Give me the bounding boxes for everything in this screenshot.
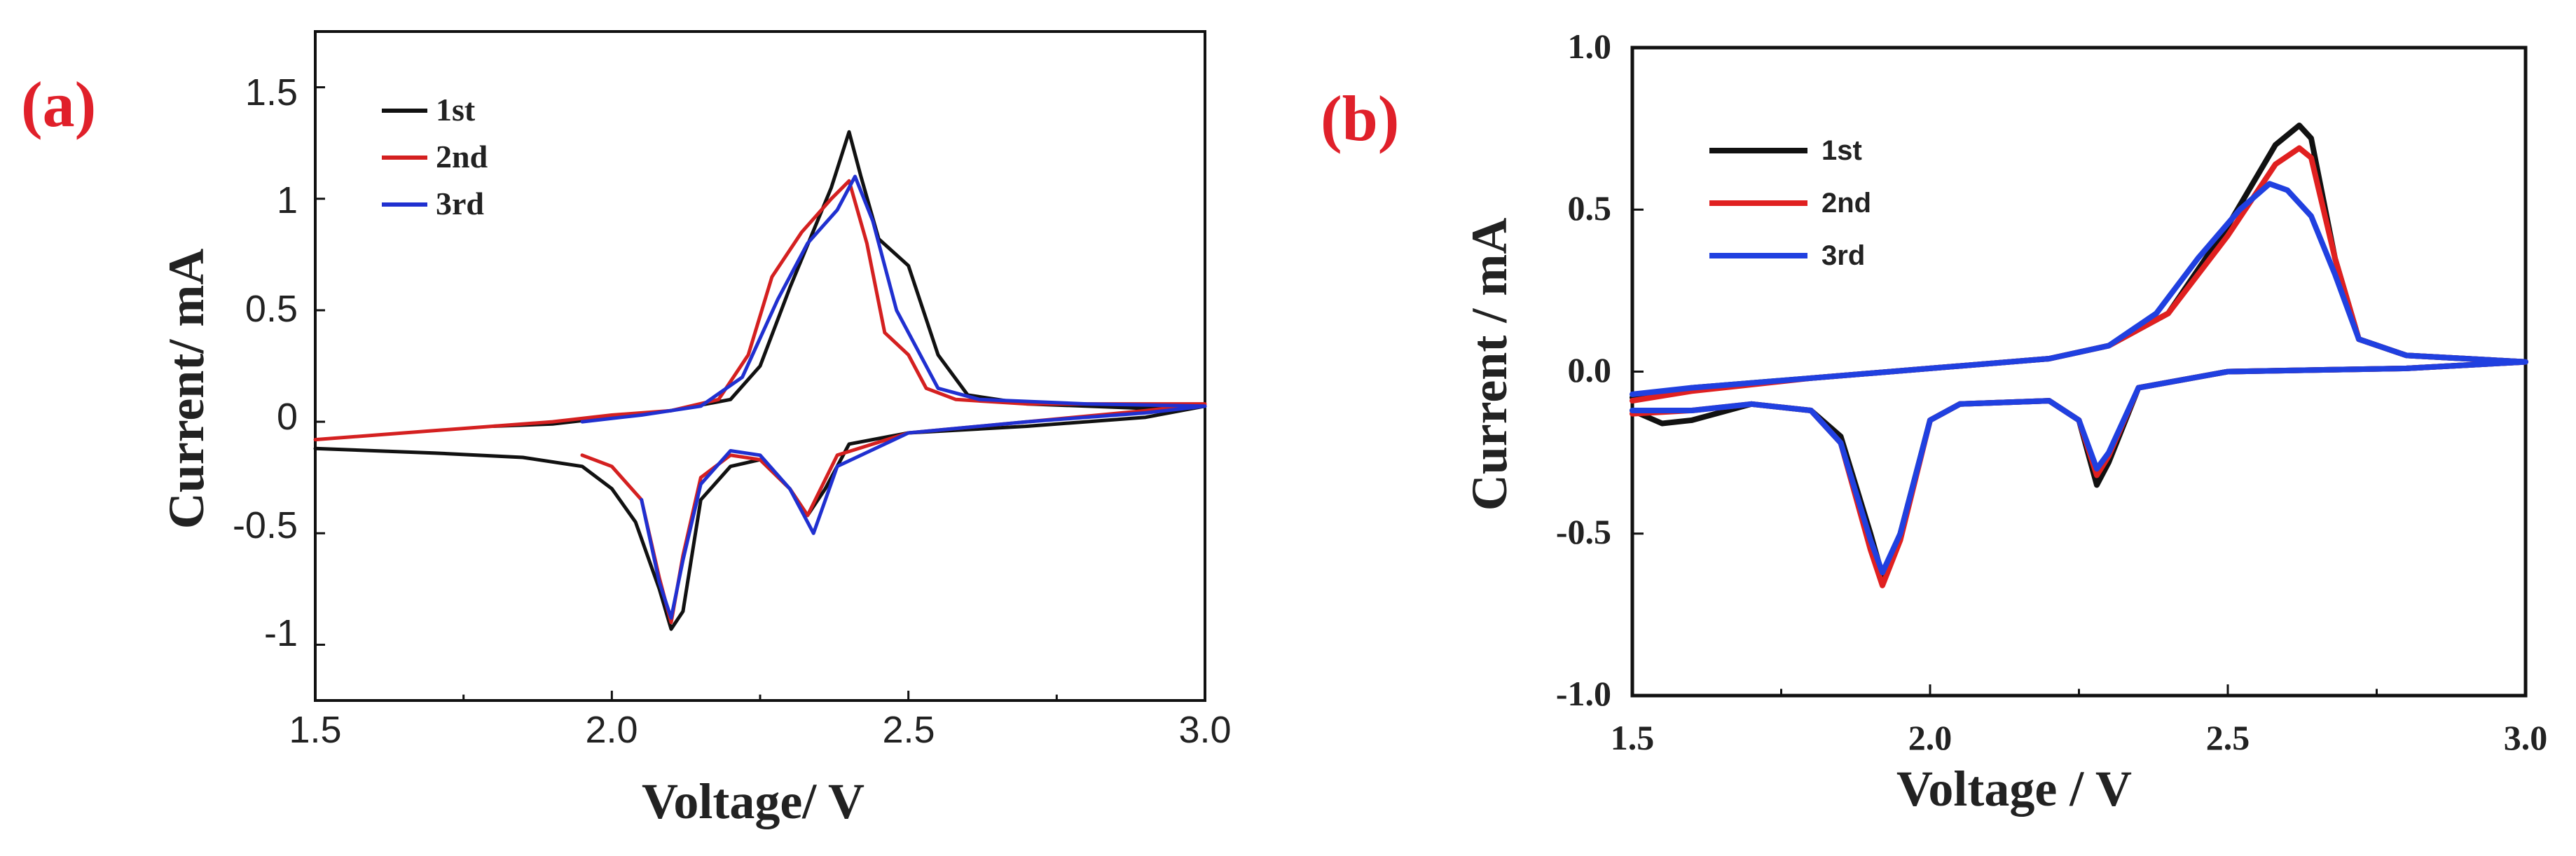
panel-b: (b) Voltage / V Current / mA 1.5 2.0 2.5…	[1321, 27, 2547, 817]
y-tick-label: -1	[264, 612, 298, 654]
x-tick-label: 1.5	[289, 709, 341, 751]
y-tick-label: 0	[277, 396, 298, 438]
y-ticks-a: 1.5 1 0.5 0 -0.5 -1	[233, 71, 298, 654]
x-axis-label-a: Voltage/ V	[642, 773, 865, 829]
panel-label-a: (a)	[21, 69, 96, 140]
x-ticks-b: 1.5 2.0 2.5 3.0	[1611, 718, 2548, 757]
legend-label: 1st	[436, 92, 476, 127]
y-tick-label: -0.5	[1556, 512, 1611, 551]
panel-label-b: (b)	[1321, 83, 1399, 154]
series-line-3rd	[1630, 181, 2528, 576]
x-tick-label: 2.0	[585, 709, 638, 751]
x-tick-label: 2.0	[1908, 718, 1952, 757]
y-tick-label: 0.0	[1568, 350, 1612, 389]
plot-frame	[1630, 46, 2528, 698]
x-ticks-a: 1.5 2.0 2.5 3.0	[289, 709, 1231, 751]
x-tick-label: 2.5	[882, 709, 935, 751]
legend-label: 2nd	[1821, 188, 1871, 219]
legend-label: 1st	[1821, 135, 1862, 166]
y-tick-label: -1.0	[1556, 674, 1611, 713]
y-axis-label-b: Current / mA	[1461, 218, 1517, 511]
y-tick-label: -0.5	[233, 504, 298, 546]
legend-label: 3rd	[436, 186, 484, 221]
legend-a: 1st 2nd 3rd	[382, 92, 488, 221]
legend-b: 1st 2nd 3rd	[1709, 135, 1871, 271]
series-line-1st	[313, 130, 1207, 631]
x-tick-label: 1.5	[1611, 718, 1655, 757]
x-tick-label: 3.0	[1178, 709, 1231, 751]
panel-a: (a) Voltage/ V Current/ mA 1.5 2.0 2.5 3…	[21, 30, 1232, 829]
y-axis-label-a: Current/ mA	[158, 249, 214, 530]
legend-label: 2nd	[436, 139, 488, 174]
legend-label: 3rd	[1821, 240, 1865, 271]
x-tick-label: 2.5	[2206, 718, 2250, 757]
y-tick-label: 1.0	[1568, 27, 1612, 66]
y-ticks-b: 1.0 0.5 0.0 -0.5 -1.0	[1556, 27, 1611, 713]
plot-area-a	[313, 30, 1207, 702]
y-tick-label: 1	[277, 179, 298, 221]
series-line-3rd	[580, 174, 1207, 620]
plot-area-b	[1630, 46, 2528, 698]
x-tick-label: 3.0	[2504, 718, 2548, 757]
y-tick-label: 0.5	[245, 288, 298, 330]
y-tick-label: 1.5	[245, 71, 298, 113]
x-axis-label-b: Voltage / V	[1896, 761, 2132, 817]
y-tick-label: 0.5	[1568, 188, 1612, 228]
